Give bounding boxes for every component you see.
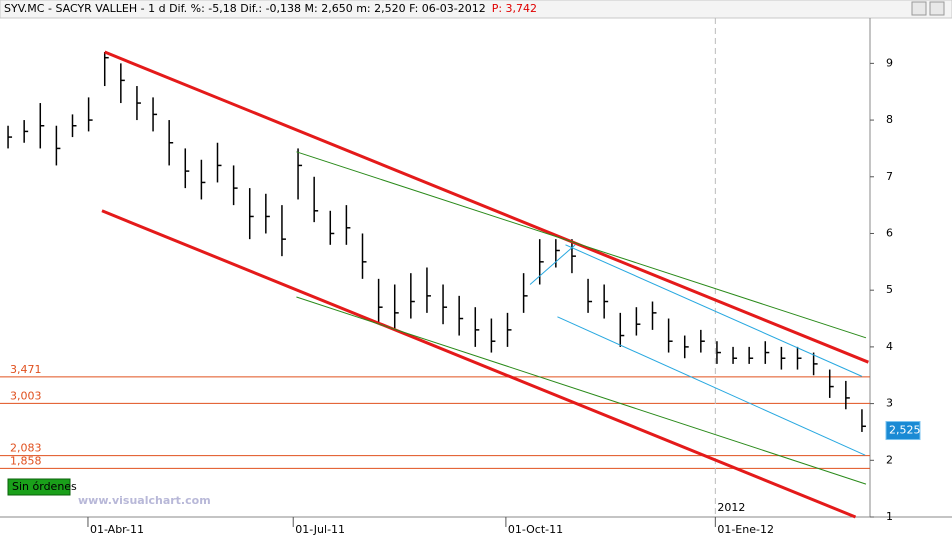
y-tick-label: 3	[886, 397, 893, 410]
watermark: www.visualchart.com	[78, 494, 211, 507]
level-label: 2,083	[10, 442, 42, 455]
y-tick-label: 6	[886, 226, 893, 239]
trendline	[296, 296, 867, 485]
y-tick-label: 7	[886, 170, 893, 183]
trendline	[529, 244, 576, 285]
y-tick-label: 5	[886, 283, 893, 296]
trendline	[104, 50, 869, 364]
y-tick-label: 1	[886, 510, 893, 523]
last-price-box	[885, 421, 921, 441]
header-bar	[0, 0, 952, 19]
trendline	[557, 316, 866, 456]
x-tick-label: 01-Abr-11	[90, 523, 144, 536]
level-label: 3,003	[10, 389, 42, 402]
year-label: 2012	[717, 501, 745, 514]
x-tick-label: 01-Ene-12	[717, 523, 774, 536]
close-button[interactable]	[929, 1, 945, 16]
x-tick-label: 01-Jul-11	[295, 523, 345, 536]
y-tick-label: 2	[886, 453, 893, 466]
last-price-label: 2,525	[889, 424, 921, 437]
x-tick-label: 01-Oct-11	[508, 523, 563, 536]
y-tick-label: 4	[886, 340, 893, 353]
trendline	[565, 244, 863, 377]
trendline	[101, 209, 857, 519]
chart-title: SYV.MC - SACYR VALLEH - 1 d Dif. %: -5,1…	[4, 2, 486, 15]
trendline	[296, 151, 867, 339]
orders-button[interactable]	[7, 478, 71, 496]
level-label: 3,471	[10, 363, 42, 376]
orders-button-label: Sin órdenes	[12, 480, 77, 493]
y-tick-label: 8	[886, 113, 893, 126]
minimize-button[interactable]	[911, 1, 927, 16]
price-label: P: 3,742	[492, 2, 537, 15]
y-tick-label: 9	[886, 56, 893, 69]
level-label: 1,858	[10, 454, 42, 467]
